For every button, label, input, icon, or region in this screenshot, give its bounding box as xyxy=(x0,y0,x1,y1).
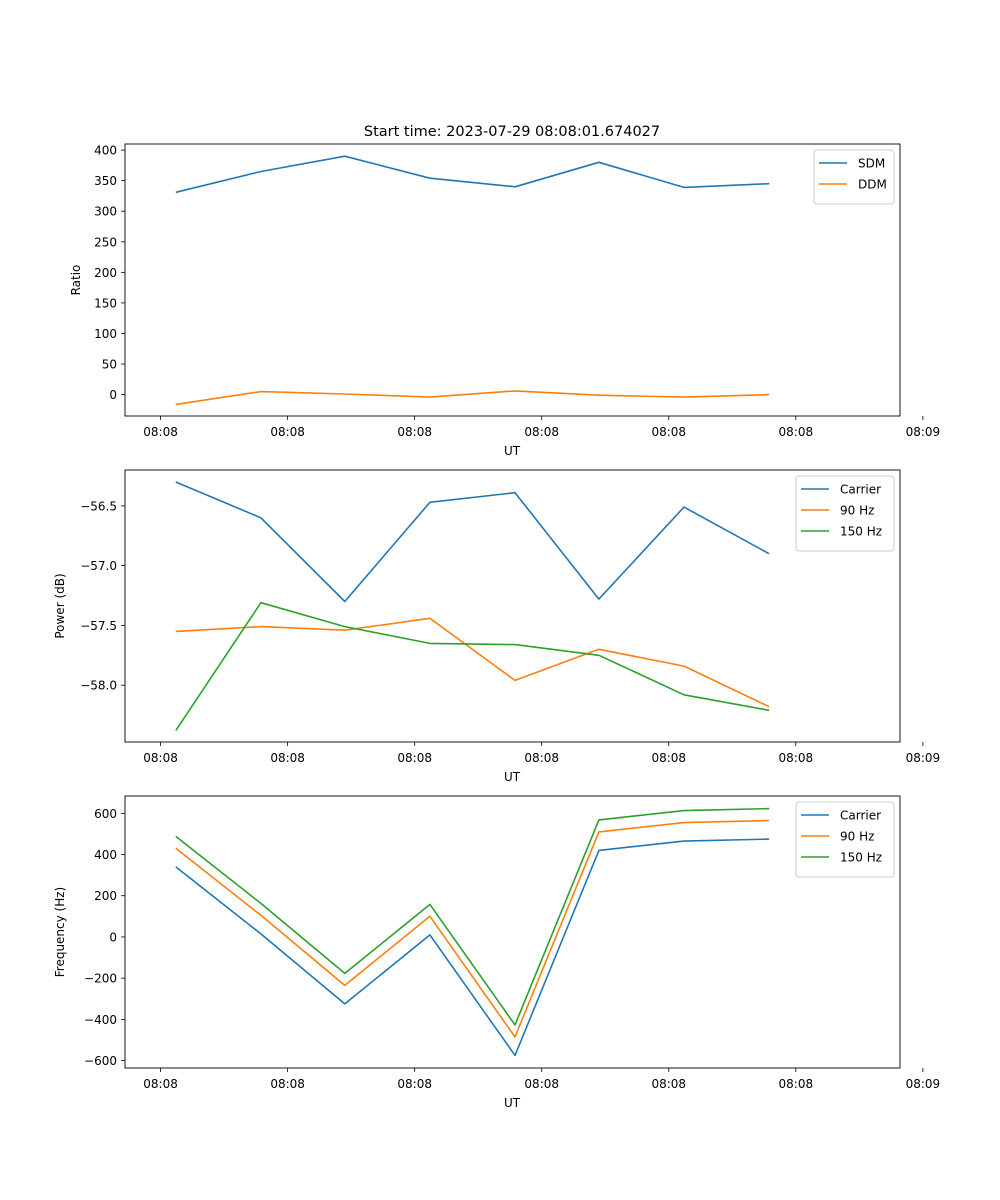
x-tick-label: 08:08 xyxy=(651,1077,686,1091)
legend-box xyxy=(795,801,895,878)
y-tick-label: 200 xyxy=(94,889,117,903)
y-tick-label: −57.5 xyxy=(80,619,117,633)
x-axis-label: UT xyxy=(504,1096,521,1110)
legend-label: 90 Hz xyxy=(840,504,874,518)
axes-frame xyxy=(124,795,901,1069)
y-axis-label: Frequency (Hz) xyxy=(53,887,67,978)
x-axis-label: UT xyxy=(504,770,521,784)
x-tick-label: 08:08 xyxy=(779,1077,814,1091)
x-tick-label: 08:08 xyxy=(651,751,686,765)
series-line-ddm xyxy=(175,390,770,406)
x-tick-label: 08:08 xyxy=(779,751,814,765)
y-tick-label: −600 xyxy=(84,1054,117,1068)
plot-ratio: 08:08 08:08 08:08 08:08 08:08 08:08 08:09 0 50 10… xyxy=(69,143,941,458)
y-tick-label: 300 xyxy=(94,205,117,219)
x-axis-label: UT xyxy=(504,444,521,458)
y-tick-label: 600 xyxy=(94,807,117,821)
y-tick-label: 250 xyxy=(94,235,117,249)
legend: Carrier 90 Hz 150 Hz xyxy=(795,801,895,878)
y-tick-label: −56.5 xyxy=(80,499,117,513)
legend-label: 150 Hz xyxy=(840,525,882,539)
y-tick-label: 400 xyxy=(94,848,117,862)
y-tick-label: 150 xyxy=(94,296,117,310)
legend-label: 150 Hz xyxy=(840,851,882,865)
x-tick-label: 08:08 xyxy=(143,1077,178,1091)
x-tick-label: 08:08 xyxy=(524,1077,559,1091)
x-tick-label: 08:08 xyxy=(524,751,559,765)
axes-frame xyxy=(124,469,901,743)
y-axis-label: Ratio xyxy=(69,265,83,296)
x-tick-label: 08:08 xyxy=(270,751,305,765)
x-tick-label: 08:08 xyxy=(270,425,305,439)
y-tick-label: 400 xyxy=(94,144,117,158)
x-tick-label: 08:09 xyxy=(906,751,941,765)
y-tick-label: 200 xyxy=(94,266,117,280)
series-line-90-hz xyxy=(175,819,770,1038)
y-tick-label: 100 xyxy=(94,327,117,341)
series-line-carrier xyxy=(175,481,770,603)
y-tick-label: 350 xyxy=(94,174,117,188)
x-tick-label: 08:08 xyxy=(397,1077,432,1091)
x-tick-label: 08:08 xyxy=(397,751,432,765)
legend-label: Carrier xyxy=(840,809,881,823)
legend-label: Carrier xyxy=(840,483,881,497)
x-tick-label: 08:08 xyxy=(143,425,178,439)
series-line-carrier xyxy=(175,838,770,1057)
y-axis-label: Power (dB) xyxy=(53,573,67,638)
y-tick-label: −58.0 xyxy=(80,679,117,693)
y-tick-label: −57.0 xyxy=(80,559,117,573)
series-line-150-hz xyxy=(175,807,770,1026)
legend-label: 90 Hz xyxy=(840,830,874,844)
legend-label: DDM xyxy=(858,178,887,192)
x-tick-label: 08:09 xyxy=(906,1077,941,1091)
x-tick-label: 08:09 xyxy=(906,425,941,439)
x-tick-label: 08:08 xyxy=(270,1077,305,1091)
series-line-sdm xyxy=(175,155,770,194)
plot-power: 08:08 08:08 08:08 08:08 08:08 08:08 08:09 −58.0… xyxy=(53,469,941,784)
x-tick-label: 08:08 xyxy=(779,425,814,439)
figure-title: Start time: 2023-07-29 08:08:01.674027 xyxy=(364,124,660,140)
y-tick-label: 0 xyxy=(109,388,117,402)
y-tick-label: −400 xyxy=(84,1013,117,1027)
series-line-90-hz xyxy=(175,617,770,708)
legend: SDM DDM xyxy=(813,149,895,205)
y-tick-label: 0 xyxy=(109,930,117,944)
series-line-150-hz xyxy=(175,601,770,732)
x-tick-label: 08:08 xyxy=(397,425,432,439)
plot-frequency: 08:08 08:08 08:08 08:08 08:08 08:08 08:09 −600 −… xyxy=(53,795,941,1110)
x-tick-label: 08:08 xyxy=(143,751,178,765)
legend-label: SDM xyxy=(858,157,885,171)
x-tick-label: 08:08 xyxy=(524,425,559,439)
legend-box xyxy=(795,475,895,552)
legend: Carrier 90 Hz 150 Hz xyxy=(795,475,895,552)
y-tick-label: −200 xyxy=(84,972,117,986)
y-tick-label: 50 xyxy=(102,358,117,372)
x-tick-label: 08:08 xyxy=(651,425,686,439)
axes-frame xyxy=(124,143,901,417)
